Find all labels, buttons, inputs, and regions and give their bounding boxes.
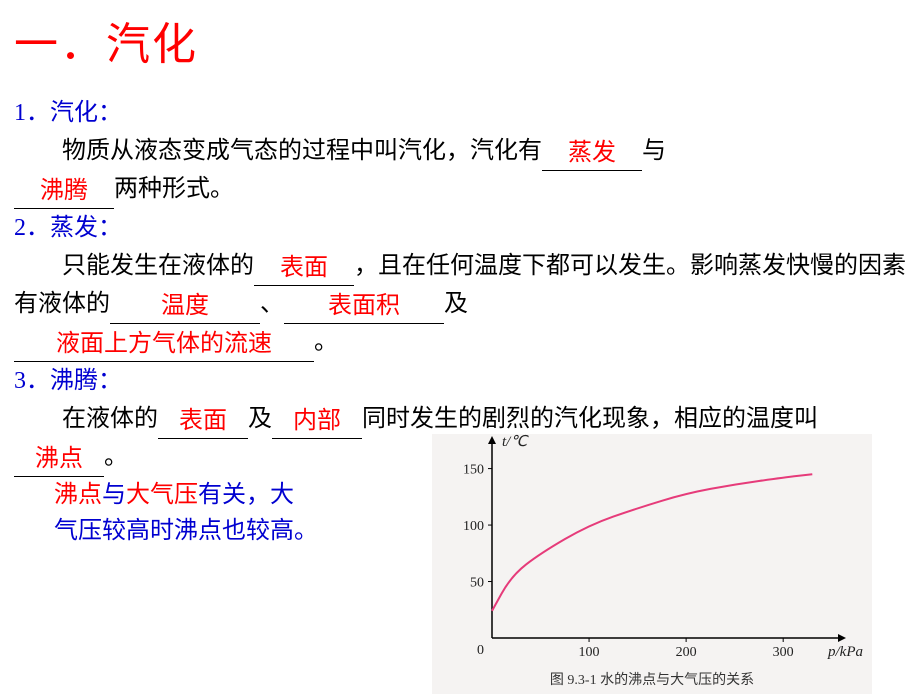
s3-mid1: 及 bbox=[248, 406, 272, 432]
svg-text:100: 100 bbox=[463, 519, 484, 534]
section-1-body: 物质从液态变成气态的过程中叫汽化，汽化有蒸发与 沸腾两种形式。 bbox=[14, 133, 906, 209]
s1-mid1: 与 bbox=[642, 138, 666, 164]
svg-text:p/kPa: p/kPa bbox=[827, 644, 863, 660]
s2-mid2: 及 bbox=[444, 291, 468, 317]
s3-ans2: 内部 bbox=[293, 403, 341, 440]
boiling-point-chart: 50 100 150 0 100 200 300 t/℃ p/kPa 图 9.3-1 水的沸点与… bbox=[432, 434, 872, 694]
svg-text:150: 150 bbox=[463, 463, 484, 478]
chart-svg: 50 100 150 0 100 200 300 t/℃ p/kPa bbox=[432, 434, 872, 668]
s2-pre: 只能发生在液体的 bbox=[62, 253, 254, 279]
section-3-head: 3．沸腾： bbox=[14, 362, 906, 400]
section-1-head: 1．汽化： bbox=[14, 94, 906, 132]
s3-post: 。 bbox=[104, 444, 128, 470]
svg-text:50: 50 bbox=[470, 576, 484, 591]
section-2-head: 2．蒸发： bbox=[14, 209, 906, 247]
note-2: 气压较高时沸点也较高。 bbox=[54, 518, 318, 544]
svg-text:t/℃: t/℃ bbox=[502, 434, 529, 450]
s3-ans3: 沸点 bbox=[35, 441, 83, 478]
s2-sep: 、 bbox=[260, 291, 284, 317]
s2-ans4: 液面上方气体的流速 bbox=[56, 326, 272, 363]
note-1c: 大气压 bbox=[126, 482, 198, 508]
s2-ans1: 表面 bbox=[280, 250, 328, 287]
note-1d: 有关，大 bbox=[198, 482, 294, 508]
s1-ans2: 沸腾 bbox=[40, 173, 88, 210]
s1-pre: 物质从液态变成气态的过程中叫汽化，汽化有 bbox=[62, 138, 542, 164]
section-2-body: 只能发生在液体的表面，且在任何温度下都可以发生。影响蒸发快慢的因素有液体的温度、… bbox=[14, 248, 906, 363]
s1-ans1: 蒸发 bbox=[568, 135, 616, 172]
s3-ans1: 表面 bbox=[179, 403, 227, 440]
svg-text:0: 0 bbox=[477, 643, 484, 658]
svg-text:200: 200 bbox=[676, 645, 697, 660]
svg-text:300: 300 bbox=[773, 645, 794, 660]
svg-text:100: 100 bbox=[579, 645, 600, 660]
s3-mid2: 同时发生的剧烈的汽化现象，相应的温度叫 bbox=[362, 406, 818, 432]
chart-caption: 图 9.3-1 水的沸点与大气压的关系 bbox=[432, 670, 872, 692]
s1-post: 两种形式。 bbox=[114, 176, 234, 202]
s3-pre: 在液体的 bbox=[62, 406, 158, 432]
page-title: 一．汽化 bbox=[14, 10, 920, 80]
s2-ans2: 温度 bbox=[161, 288, 209, 325]
s2-post: 。 bbox=[314, 329, 338, 355]
note-1a: 沸点 bbox=[54, 482, 102, 508]
s2-ans3: 表面积 bbox=[328, 288, 400, 325]
note-1b: 与 bbox=[102, 482, 126, 508]
